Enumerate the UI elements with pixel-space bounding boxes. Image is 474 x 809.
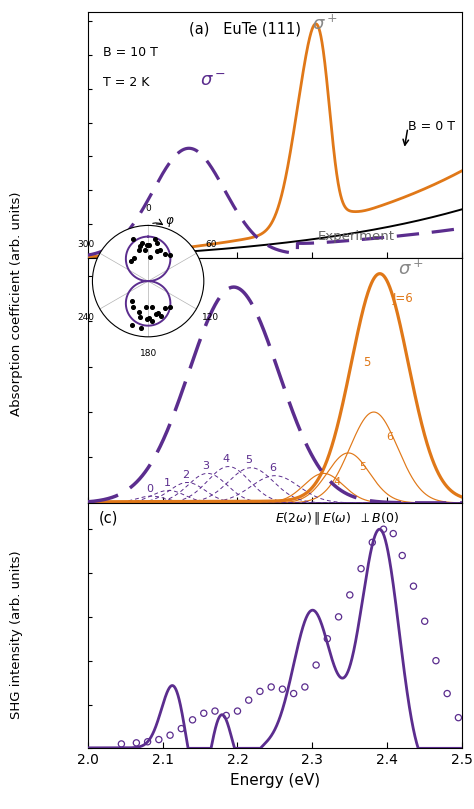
- Point: [166, 300, 173, 313]
- Point: [138, 236, 146, 249]
- Point: [130, 252, 138, 265]
- Point: [335, 611, 342, 624]
- X-axis label: Energy (eV): Energy (eV): [230, 773, 320, 788]
- Text: $E(2\omega) \parallel E(\omega)$  $\perp B(0)$: $E(2\omega) \parallel E(\omega)$ $\perp …: [275, 510, 399, 527]
- Point: [152, 308, 159, 321]
- Text: (a)   EuTe (111): (a) EuTe (111): [189, 22, 301, 37]
- Text: 5: 5: [363, 355, 370, 369]
- Point: [211, 705, 219, 718]
- Text: B = 10 T: B = 10 T: [103, 46, 157, 59]
- Point: [189, 714, 196, 726]
- Point: [178, 722, 185, 735]
- Point: [129, 232, 137, 245]
- Text: $\sigma^-$: $\sigma^-$: [200, 72, 226, 90]
- Point: [129, 300, 137, 313]
- Point: [455, 711, 462, 724]
- Text: SHG intensity (arb. units): SHG intensity (arb. units): [10, 551, 23, 719]
- Text: 2: 2: [182, 470, 189, 481]
- Point: [136, 311, 144, 324]
- Point: [410, 580, 417, 593]
- Point: [156, 244, 164, 256]
- Point: [151, 232, 159, 245]
- Point: [245, 693, 253, 706]
- Point: [357, 562, 365, 575]
- Point: [148, 315, 156, 328]
- Text: 1: 1: [164, 478, 171, 488]
- Point: [167, 248, 174, 261]
- Text: Experiment: Experiment: [318, 231, 395, 244]
- Point: [443, 687, 451, 700]
- Text: J=6: J=6: [393, 292, 414, 305]
- Point: [146, 238, 153, 251]
- Point: [222, 709, 230, 722]
- Point: [234, 705, 241, 718]
- Point: [279, 683, 286, 696]
- Text: 4: 4: [223, 455, 230, 464]
- Point: [153, 245, 161, 258]
- Point: [153, 236, 161, 249]
- Text: 6: 6: [386, 433, 393, 443]
- Point: [290, 687, 298, 700]
- Point: [144, 735, 151, 748]
- Text: (b)   Theory: (b) Theory: [99, 265, 184, 280]
- Point: [256, 685, 264, 698]
- Text: B = 0 T: B = 0 T: [408, 120, 455, 133]
- Point: [161, 248, 169, 260]
- Text: Absorption coefficient (arb. units): Absorption coefficient (arb. units): [10, 191, 23, 416]
- Text: $\sigma^-$: $\sigma^-$: [125, 290, 155, 311]
- Point: [128, 319, 136, 332]
- Point: [421, 615, 428, 628]
- Text: 0: 0: [146, 484, 154, 493]
- Point: [267, 680, 275, 693]
- Point: [127, 254, 135, 267]
- Point: [143, 238, 151, 251]
- Point: [135, 306, 143, 319]
- Point: [142, 301, 149, 314]
- Point: [399, 549, 406, 562]
- Text: (c): (c): [99, 510, 118, 525]
- Point: [143, 313, 151, 326]
- Point: [146, 250, 154, 263]
- Text: 3: 3: [202, 461, 209, 471]
- Point: [137, 239, 144, 252]
- Point: [368, 536, 376, 549]
- Text: $\sigma^+$: $\sigma^+$: [312, 14, 338, 33]
- Point: [128, 294, 135, 307]
- Text: 4: 4: [333, 477, 340, 487]
- Point: [157, 310, 165, 323]
- Point: [154, 307, 161, 320]
- Point: [146, 312, 153, 325]
- Point: [380, 523, 387, 536]
- Point: [390, 527, 397, 540]
- Point: [432, 654, 440, 667]
- Text: $\varphi$: $\varphi$: [165, 214, 174, 229]
- Point: [301, 680, 309, 693]
- Point: [161, 302, 169, 315]
- Point: [312, 659, 320, 671]
- Point: [137, 321, 145, 334]
- Point: [200, 707, 208, 720]
- Text: $\sigma^+$: $\sigma^+$: [399, 260, 424, 279]
- Point: [166, 729, 174, 742]
- Text: 5: 5: [359, 462, 366, 472]
- Point: [148, 301, 156, 314]
- Point: [133, 736, 140, 749]
- Text: 6: 6: [269, 464, 276, 473]
- Point: [135, 244, 143, 256]
- Text: T = 2 K: T = 2 K: [103, 76, 149, 89]
- Point: [118, 738, 125, 751]
- Point: [155, 733, 163, 746]
- Point: [141, 244, 149, 256]
- Point: [346, 588, 354, 601]
- Point: [324, 633, 331, 646]
- Text: 5: 5: [245, 455, 252, 465]
